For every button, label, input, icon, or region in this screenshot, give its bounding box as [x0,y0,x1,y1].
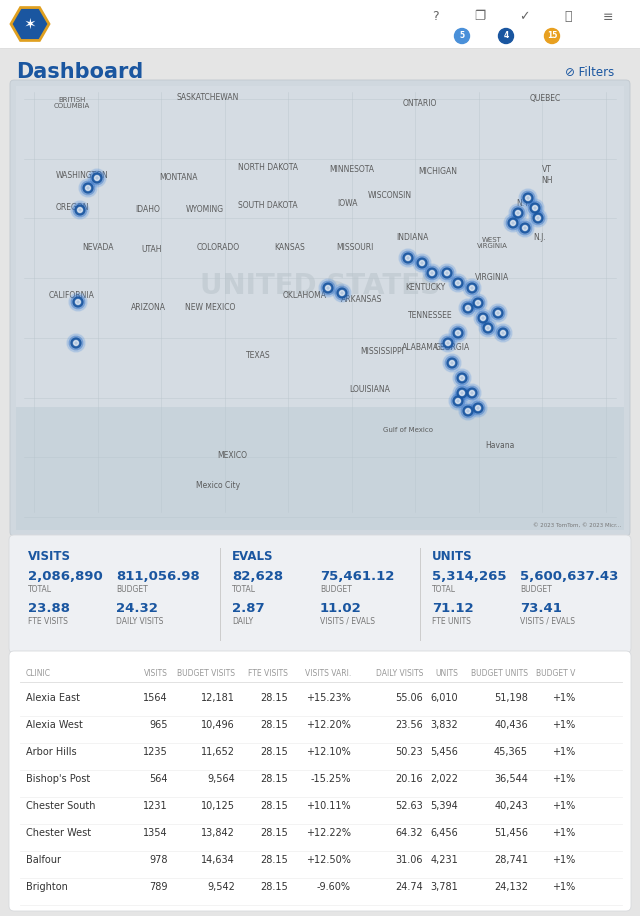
Text: 31.06: 31.06 [396,855,423,865]
Text: TEXAS: TEXAS [246,351,270,359]
Circle shape [445,356,459,370]
Text: -15.25%: -15.25% [310,774,351,784]
Circle shape [515,211,520,215]
Text: +15.23%: +15.23% [306,693,351,703]
Circle shape [441,336,455,350]
Circle shape [470,286,474,290]
Circle shape [494,324,512,342]
Text: Mexico City: Mexico City [196,481,240,489]
Text: 12,181: 12,181 [201,693,235,703]
Text: QUEBEC: QUEBEC [529,93,561,103]
Text: ARKANSAS: ARKANSAS [341,296,383,304]
FancyBboxPatch shape [9,535,631,653]
Circle shape [453,396,463,406]
Text: 11.02: 11.02 [320,602,362,615]
Text: CLINIC: CLINIC [26,669,51,678]
Text: 82,628: 82,628 [232,570,283,583]
Circle shape [335,286,349,300]
Text: 45,365: 45,365 [494,747,528,757]
Text: UTAH: UTAH [141,245,163,255]
Text: CALIFORNIA: CALIFORNIA [49,290,95,300]
Text: 11,652: 11,652 [201,747,235,757]
Text: 🔔: 🔔 [564,10,572,24]
Circle shape [438,264,456,282]
Text: ONTARIO: ONTARIO [403,99,437,107]
Text: 40,243: 40,243 [494,801,528,811]
Circle shape [453,369,471,387]
Circle shape [451,276,465,290]
Text: Brighton: Brighton [26,882,68,892]
Text: 9,564: 9,564 [207,774,235,784]
Text: IOWA: IOWA [338,199,358,208]
Circle shape [88,169,106,187]
Text: 13,842: 13,842 [201,828,235,838]
Circle shape [453,278,463,288]
Text: +1%: +1% [552,747,575,757]
Circle shape [453,384,471,402]
Circle shape [92,173,102,183]
Circle shape [476,311,490,325]
Circle shape [79,179,97,197]
Circle shape [439,334,457,352]
Text: MISSISSIPPI: MISSISSIPPI [360,347,404,356]
Text: Gulf of Mexico: Gulf of Mexico [383,427,433,433]
Text: LOUISIANA: LOUISIANA [349,386,390,395]
Text: Chester West: Chester West [26,828,91,838]
Circle shape [451,326,465,340]
Circle shape [500,331,506,335]
Text: 24,132: 24,132 [494,882,528,892]
Text: Alexia West: Alexia West [26,720,83,730]
Circle shape [323,283,333,293]
Text: 1354: 1354 [143,828,168,838]
Circle shape [483,323,493,333]
Text: MONTANA: MONTANA [159,173,197,182]
Text: 2.87: 2.87 [232,602,264,615]
Text: Balfour: Balfour [26,855,61,865]
FancyBboxPatch shape [16,407,624,530]
Text: IDAHO: IDAHO [136,205,161,214]
Circle shape [429,270,435,276]
Circle shape [321,281,335,295]
Circle shape [74,341,79,345]
Text: SOUTH DAKOTA: SOUTH DAKOTA [238,201,298,210]
Text: NEVADA: NEVADA [83,244,114,253]
Circle shape [520,223,530,233]
Text: +1%: +1% [552,720,575,730]
Text: 28,741: 28,741 [494,855,528,865]
Circle shape [506,216,520,230]
Text: NEW MEXICO: NEW MEXICO [185,303,235,312]
Circle shape [71,295,85,309]
Text: +1%: +1% [552,828,575,838]
Text: BUDGET: BUDGET [116,584,148,594]
Circle shape [511,221,515,225]
Text: MEXICO: MEXICO [217,451,247,460]
Text: WASHINGTON: WASHINGTON [56,170,108,180]
Text: ⊘ Filters: ⊘ Filters [564,66,614,79]
Text: -9.60%: -9.60% [317,882,351,892]
Text: 5,600,637.43: 5,600,637.43 [520,570,618,583]
Circle shape [471,401,485,415]
Circle shape [67,334,85,352]
Circle shape [523,193,533,203]
FancyBboxPatch shape [16,86,624,530]
Circle shape [465,281,479,295]
Circle shape [478,313,488,323]
Circle shape [495,311,500,315]
Text: +12.10%: +12.10% [307,747,351,757]
Text: 5: 5 [460,31,465,40]
Circle shape [476,300,481,306]
Circle shape [529,209,547,227]
Circle shape [90,171,104,185]
Text: © 2023 TomTom, © 2023 Micr...: © 2023 TomTom, © 2023 Micr... [533,523,621,528]
Text: COLORADO: COLORADO [196,244,239,253]
Text: 1564: 1564 [143,693,168,703]
Text: KENTUCKY: KENTUCKY [405,283,445,292]
Text: ❐: ❐ [474,10,486,24]
Circle shape [69,336,83,350]
Circle shape [471,296,485,310]
Text: N.Y.: N.Y. [516,199,530,208]
Circle shape [508,218,518,228]
Circle shape [449,274,467,292]
Text: TOTAL: TOTAL [28,584,52,594]
